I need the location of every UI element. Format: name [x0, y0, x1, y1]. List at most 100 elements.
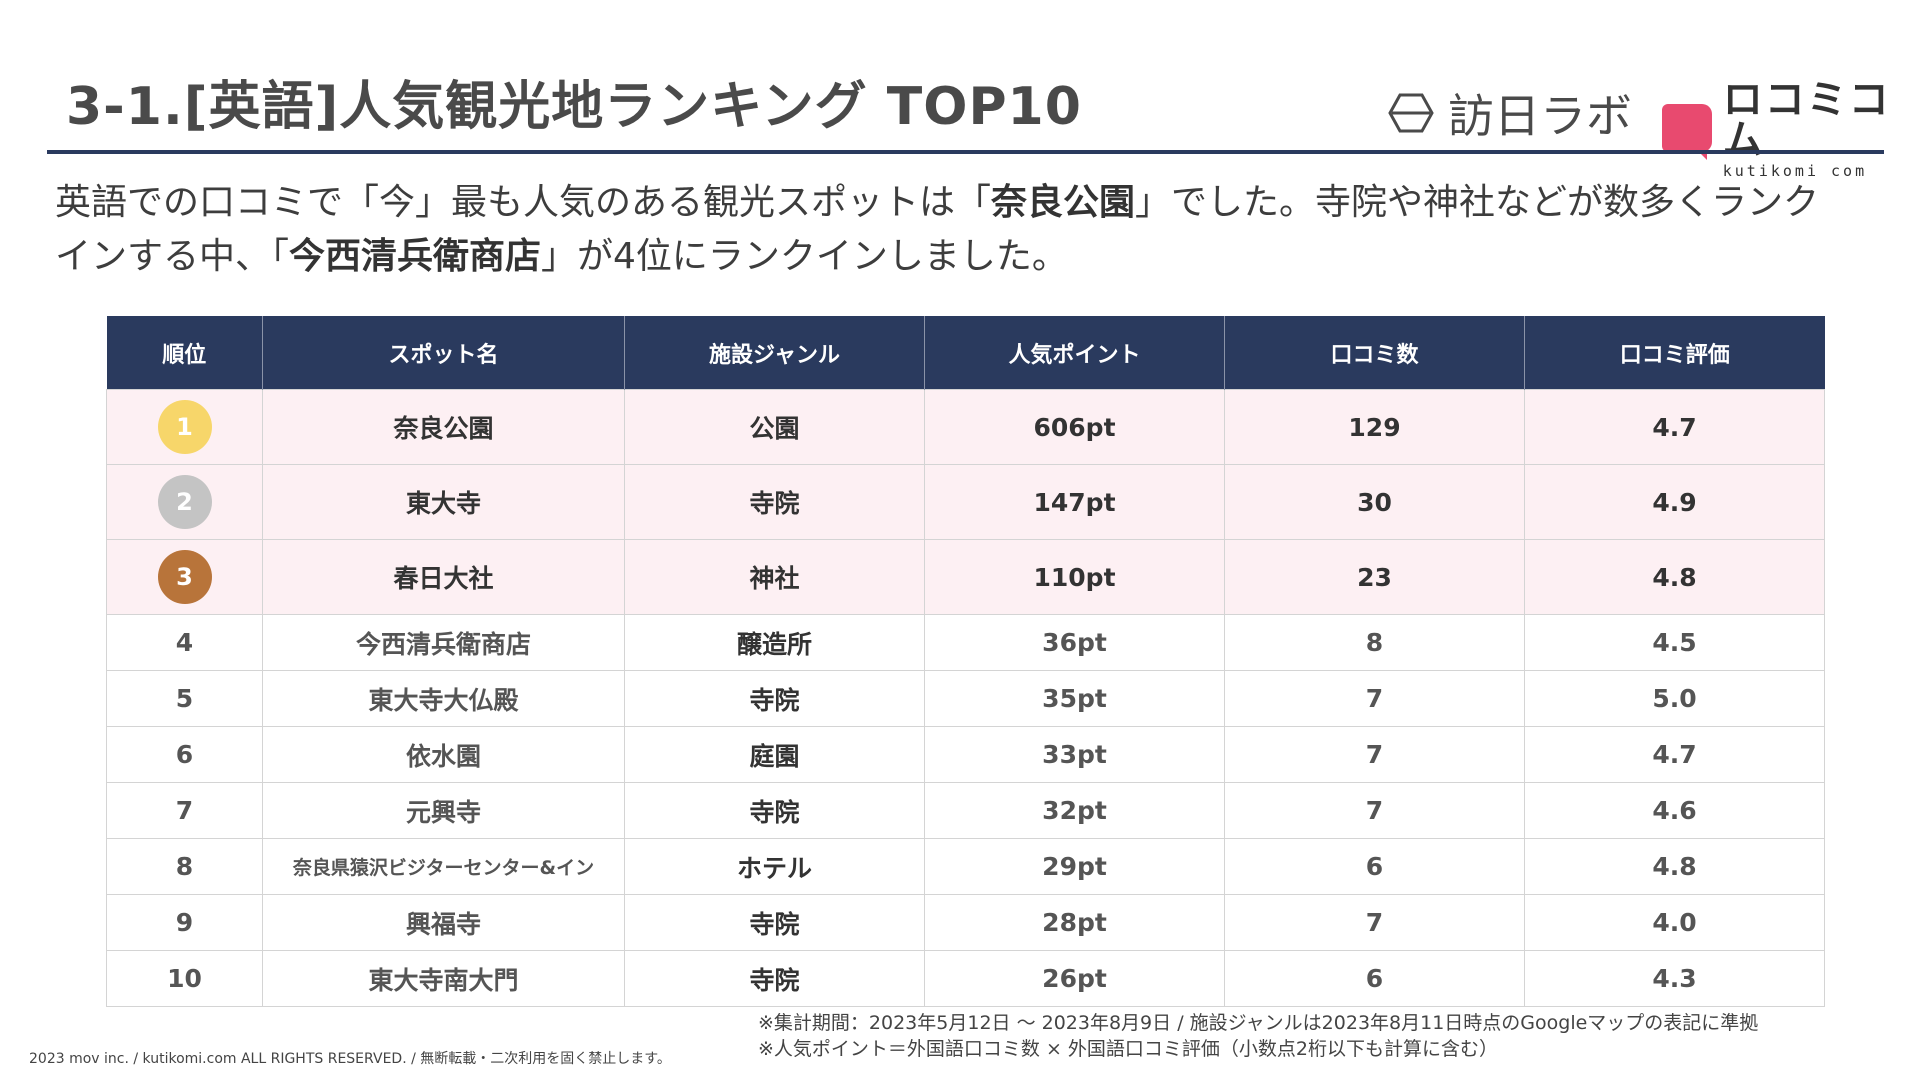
kuchikomi-logo-jp: ロコミコム: [1722, 77, 1891, 163]
points-cell: 35pt: [924, 670, 1225, 727]
reviews-cell: 6: [1224, 838, 1525, 895]
points-cell: 32pt: [924, 782, 1225, 839]
footnote-points: ※人気ポイント＝外国語口コミ数 × 外国語口コミ評価（小数点2桁以下も計算に含む…: [758, 1038, 1499, 1060]
lead-bold-1: 奈良公園: [991, 182, 1136, 223]
genre-cell: ホテル: [624, 838, 925, 895]
header-rating: 口コミ評価: [1524, 316, 1825, 390]
table-row: 3 春日大社 神社 110pt 23 4.8: [106, 539, 1825, 615]
genre-cell: 神社: [624, 539, 925, 615]
spot-cell: 東大寺南大門: [262, 950, 625, 1007]
rating-cell: 5.0: [1524, 670, 1825, 727]
rank-cell: 9: [106, 894, 263, 951]
rank-cell: 4: [106, 614, 263, 671]
ranking-table: 順位 スポット名 施設ジャンル 人気ポイント 口コミ数 口コミ評価 1 奈良公園…: [106, 316, 1825, 1007]
houjin-lab-logo-text: 訪日ラボ: [1448, 89, 1632, 143]
spot-cell: 今西清兵衛商店: [262, 614, 625, 671]
genre-cell: 寺院: [624, 894, 925, 951]
lead-text-3: 」が4位にランクインしました。: [541, 236, 1068, 277]
rating-cell: 4.3: [1524, 950, 1825, 1007]
reviews-cell: 7: [1224, 782, 1525, 839]
rank-cell: 2: [106, 464, 263, 540]
spot-cell: 奈良公園: [262, 389, 625, 465]
reviews-cell: 7: [1224, 670, 1525, 727]
rank-cell: 1: [106, 389, 263, 465]
footnote-period: ※集計期間：2023年5月12日 〜 2023年8月9日 / 施設ジャンルは20…: [758, 1012, 1759, 1034]
rating-cell: 4.9: [1524, 464, 1825, 540]
kuchikomi-logo-en: kutikomi com: [1722, 162, 1868, 180]
spot-cell: 依水園: [262, 726, 625, 783]
rating-cell: 4.6: [1524, 782, 1825, 839]
genre-cell: 寺院: [624, 782, 925, 839]
spot-cell: 元興寺: [262, 782, 625, 839]
reviews-cell: 129: [1224, 389, 1525, 465]
points-cell: 110pt: [924, 539, 1225, 615]
bronze-medal-badge: 3: [157, 550, 212, 604]
genre-cell: 寺院: [624, 950, 925, 1007]
header-reviews: 口コミ数: [1224, 316, 1525, 390]
page-title: 3-1.[英語]人気観光地ランキング TOP10: [66, 77, 1082, 137]
points-cell: 33pt: [924, 726, 1225, 783]
rating-cell: 4.7: [1524, 726, 1825, 783]
genre-cell: 寺院: [624, 464, 925, 540]
points-cell: 28pt: [924, 894, 1225, 951]
header-rank: 順位: [106, 316, 263, 390]
spot-cell: 奈良県猿沢ビジターセンター&イン: [262, 838, 625, 895]
spot-cell: 東大寺大仏殿: [262, 670, 625, 727]
table-row: 10 東大寺南大門 寺院 26pt 6 4.3: [106, 950, 1825, 1007]
hexagon-logo-icon: [1388, 93, 1434, 133]
header-points: 人気ポイント: [924, 316, 1225, 390]
genre-cell: 醸造所: [624, 614, 925, 671]
table-row: 5 東大寺大仏殿 寺院 35pt 7 5.0: [106, 670, 1825, 727]
kuchikomi-logo: ロコミコム kutikomi com: [1662, 80, 1919, 179]
lead-bold-2: 今西清兵衛商店: [289, 236, 542, 277]
table-header-row: 順位 スポット名 施設ジャンル 人気ポイント 口コミ数 口コミ評価: [106, 316, 1825, 390]
rank-cell: 10: [106, 950, 263, 1007]
rating-cell: 4.0: [1524, 894, 1825, 951]
lead-text-1: 英語での口コミで「今」最も人気のある観光スポットは「: [55, 182, 992, 223]
rank-cell: 5: [106, 670, 263, 727]
rating-cell: 4.8: [1524, 539, 1825, 615]
points-cell: 36pt: [924, 614, 1225, 671]
reviews-cell: 6: [1224, 950, 1525, 1007]
reviews-cell: 30: [1224, 464, 1525, 540]
table-row: 8 奈良県猿沢ビジターセンター&イン ホテル 29pt 6 4.8: [106, 838, 1825, 895]
table-row: 1 奈良公園 公園 606pt 129 4.7: [106, 389, 1825, 465]
table-row: 9 興福寺 寺院 28pt 7 4.0: [106, 894, 1825, 951]
rank-cell: 8: [106, 838, 263, 895]
rank-cell: 7: [106, 782, 263, 839]
rank-cell: 6: [106, 726, 263, 783]
rating-cell: 4.7: [1524, 389, 1825, 465]
reviews-cell: 23: [1224, 539, 1525, 615]
table-row: 2 東大寺 寺院 147pt 30 4.9: [106, 464, 1825, 540]
lead-paragraph: 英語での口コミで「今」最も人気のある観光スポットは「奈良公園」でした。寺院や神社…: [55, 176, 1855, 284]
lead-text-2: 」でした。寺院や神社などが数多くランクインする中、「: [55, 182, 1820, 277]
points-cell: 29pt: [924, 838, 1225, 895]
points-cell: 147pt: [924, 464, 1225, 540]
genre-cell: 庭園: [624, 726, 925, 783]
header-genre: 施設ジャンル: [624, 316, 925, 390]
spot-cell: 興福寺: [262, 894, 625, 951]
footnotes: ※集計期間：2023年5月12日 〜 2023年8月9日 / 施設ジャンルは20…: [758, 1010, 1758, 1062]
title-divider: [47, 150, 1884, 154]
genre-cell: 公園: [624, 389, 925, 465]
reviews-cell: 7: [1224, 894, 1525, 951]
genre-cell: 寺院: [624, 670, 925, 727]
points-cell: 26pt: [924, 950, 1225, 1007]
rank-cell: 3: [106, 539, 263, 615]
houjin-lab-logo: 訪日ラボ: [1388, 80, 1632, 146]
rating-cell: 4.5: [1524, 614, 1825, 671]
table-row: 7 元興寺 寺院 32pt 7 4.6: [106, 782, 1825, 839]
table-row: 4 今西清兵衛商店 醸造所 36pt 8 4.5: [106, 614, 1825, 671]
spot-cell: 春日大社: [262, 539, 625, 615]
header-spot: スポット名: [262, 316, 625, 390]
table-row: 6 依水園 庭園 33pt 7 4.7: [106, 726, 1825, 783]
reviews-cell: 7: [1224, 726, 1525, 783]
spot-cell: 東大寺: [262, 464, 625, 540]
speech-bubble-icon: [1662, 103, 1712, 160]
reviews-cell: 8: [1224, 614, 1525, 671]
gold-medal-badge: 1: [157, 400, 212, 454]
points-cell: 606pt: [924, 389, 1225, 465]
rating-cell: 4.8: [1524, 838, 1825, 895]
silver-medal-badge: 2: [157, 475, 212, 529]
copyright: 2023 mov inc. / kutikomi.com ALL RIGHTS …: [29, 1051, 671, 1067]
